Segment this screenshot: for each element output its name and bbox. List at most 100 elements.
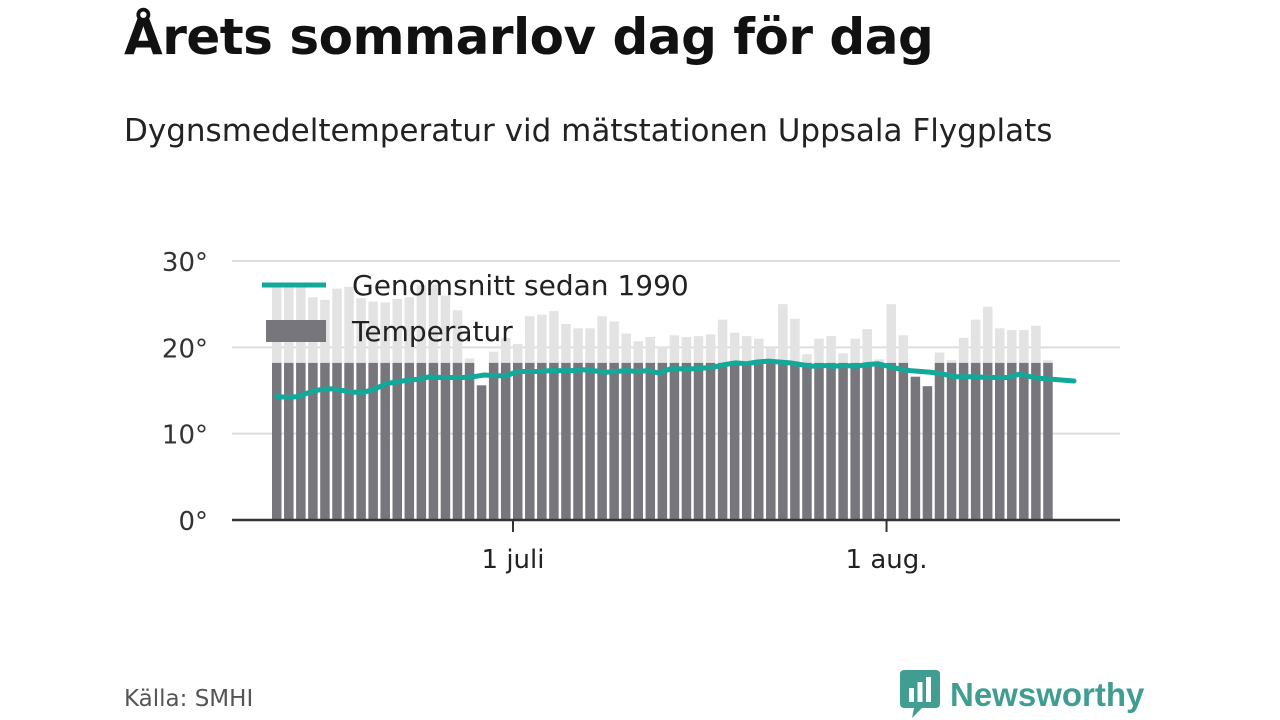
bar	[958, 362, 969, 520]
bar	[934, 362, 945, 520]
bar-top	[464, 358, 475, 363]
bar	[476, 385, 487, 520]
x-axis-labels: 1 juli 1 aug.	[482, 545, 928, 575]
bar	[693, 362, 704, 520]
bar	[645, 362, 656, 520]
bar	[838, 362, 848, 520]
bar	[1007, 362, 1017, 520]
bar-top	[705, 334, 716, 363]
bar-top	[778, 304, 788, 363]
bar-top	[862, 329, 872, 363]
bar-top	[500, 337, 511, 363]
bar-top	[802, 354, 812, 363]
bar	[464, 362, 475, 520]
bar-top	[657, 346, 668, 363]
bar	[633, 362, 643, 520]
bar-top	[573, 328, 583, 363]
bar	[790, 362, 800, 520]
brand-logo[interactable]: Newsworthy	[900, 670, 1144, 720]
bar-top	[561, 324, 571, 363]
bar-top	[597, 316, 607, 363]
bar	[272, 362, 282, 520]
bar-top	[488, 351, 499, 363]
bar	[669, 362, 680, 520]
bar	[416, 362, 427, 520]
bar-top	[886, 304, 897, 363]
bar-top	[621, 333, 631, 363]
x-axis	[232, 518, 1120, 532]
bar-top	[982, 306, 993, 363]
bar-top	[585, 328, 595, 363]
bar-top	[717, 319, 728, 363]
bar-top	[934, 352, 945, 363]
x-tick-label: 1 juli	[482, 545, 545, 575]
bar-top	[946, 360, 957, 363]
bar-top	[1019, 330, 1029, 363]
bar	[1031, 362, 1041, 520]
x-tick-label: 1 aug.	[846, 545, 928, 575]
bar	[488, 362, 499, 520]
bar	[549, 362, 559, 520]
bar-top	[681, 336, 692, 363]
y-tick-label: 0°	[178, 507, 208, 537]
bar-top	[537, 314, 547, 363]
bar	[741, 362, 752, 520]
bar-top	[332, 288, 342, 363]
legend-label-temperature: Temperatur	[351, 315, 513, 348]
bar	[850, 362, 860, 520]
bar	[766, 362, 776, 520]
bar-top	[633, 341, 643, 363]
bar	[561, 362, 571, 520]
bar-top	[344, 286, 354, 363]
bar-top	[549, 311, 559, 363]
bar-top	[958, 337, 969, 363]
bar-top	[428, 284, 439, 363]
bar	[525, 362, 535, 520]
bar-top	[741, 336, 752, 363]
chart-subtitle: Dygnsmedeltemperatur vid mätstationen Up…	[124, 113, 1053, 149]
bar-top	[826, 336, 836, 363]
bar-top	[850, 338, 860, 363]
bar	[284, 362, 294, 520]
bar	[404, 362, 415, 520]
bar	[452, 362, 463, 520]
bar-top	[693, 336, 704, 363]
bar	[356, 362, 366, 520]
average-line	[274, 358, 1077, 400]
bar	[332, 362, 342, 520]
bar	[296, 362, 306, 520]
bar	[826, 362, 836, 520]
bar-top	[766, 347, 776, 363]
bar-top	[525, 316, 535, 363]
bar-top	[1043, 360, 1053, 363]
y-tick-label: 10°	[162, 421, 208, 451]
bar-top	[790, 318, 800, 363]
bar	[609, 362, 619, 520]
bar	[392, 362, 402, 520]
bar	[922, 386, 933, 520]
bar-top	[898, 335, 909, 363]
bar-top	[1031, 325, 1041, 363]
bar	[513, 362, 523, 520]
bar-top	[356, 298, 366, 363]
bar	[1019, 362, 1029, 520]
bar	[946, 362, 957, 520]
bar-top	[368, 301, 378, 363]
bar	[862, 362, 872, 520]
bar	[970, 362, 981, 520]
bar	[585, 362, 595, 520]
source-label: Källa: SMHI	[124, 686, 254, 712]
y-tick-label: 30°	[162, 248, 208, 278]
bar	[597, 362, 607, 520]
bar	[729, 362, 740, 520]
legend-swatch-temperature	[266, 320, 326, 342]
bar-top	[416, 285, 427, 363]
bar-top	[874, 359, 884, 363]
bar	[886, 362, 897, 520]
bar	[537, 362, 547, 520]
bar-top	[645, 336, 656, 363]
bar	[982, 362, 993, 520]
bar-top	[970, 319, 981, 363]
brand-name: Newsworthy	[950, 676, 1145, 713]
